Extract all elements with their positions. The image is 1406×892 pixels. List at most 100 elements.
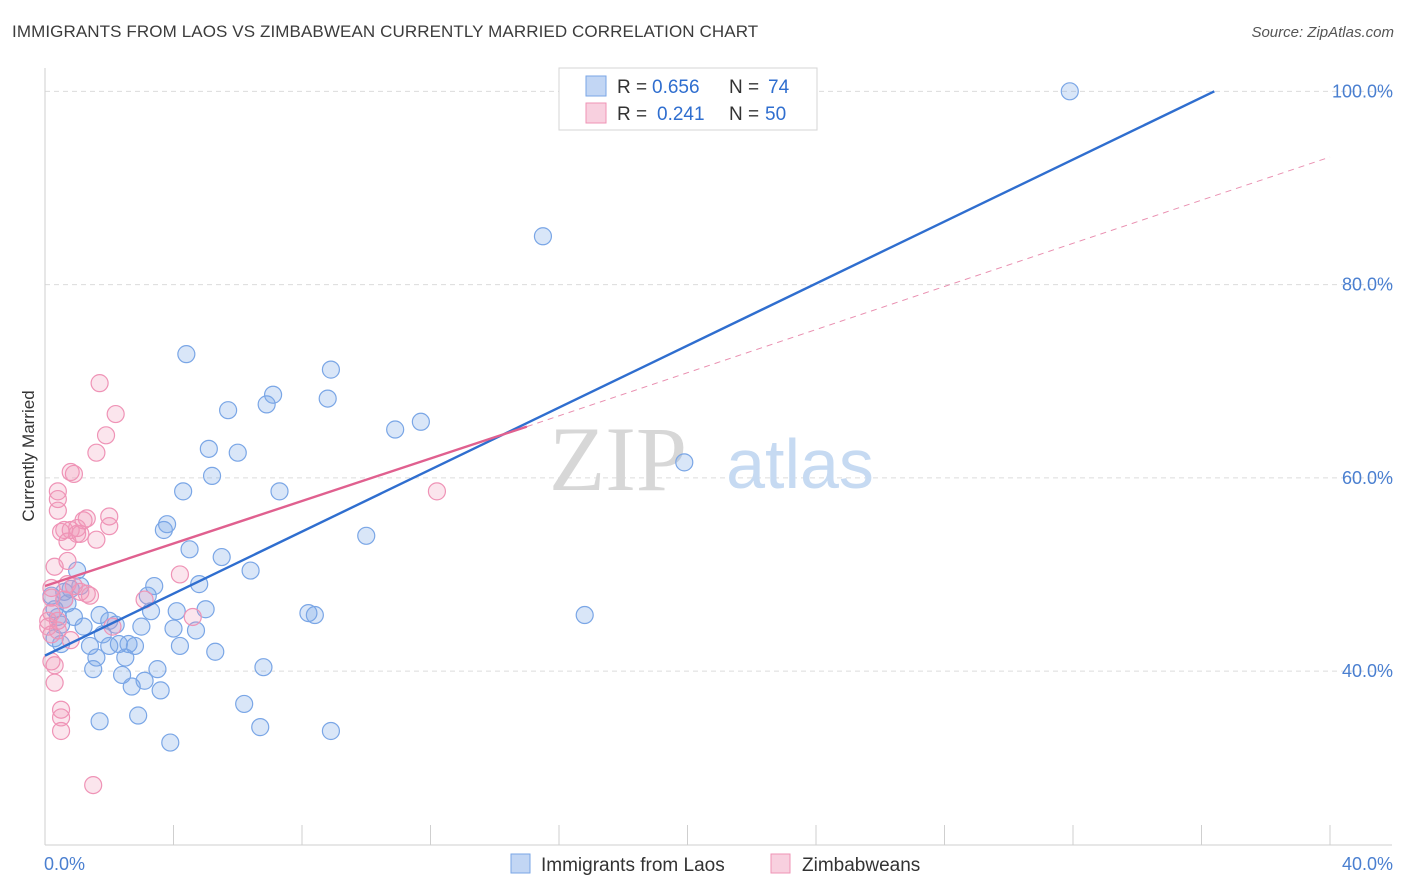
laos-point xyxy=(206,642,225,661)
zimbabwean-point xyxy=(100,517,119,536)
zimbabwean-point xyxy=(58,551,77,571)
watermark: ZIP atlas xyxy=(549,408,874,510)
legend-box xyxy=(558,67,818,131)
legend-n-label-2: N = xyxy=(729,104,759,125)
laos-point xyxy=(112,665,132,685)
legend-r-label-2: R = xyxy=(617,104,647,125)
laos-point xyxy=(219,401,238,420)
legend-r-label-1: R = xyxy=(617,77,647,98)
zimbabwean-point xyxy=(55,590,74,609)
legend-swatch-pink xyxy=(585,102,607,124)
laos-point xyxy=(180,540,199,559)
legend-r-value-2: 0.241 xyxy=(657,104,705,125)
laos-point xyxy=(321,721,341,741)
zimbabwean-point xyxy=(45,673,64,692)
zimbabwean-point xyxy=(87,530,106,549)
zimbabwean-point xyxy=(48,611,67,630)
laos-point xyxy=(186,621,206,640)
laos-point xyxy=(270,482,289,501)
laos-point xyxy=(148,660,167,679)
zimbabwean-point xyxy=(84,775,103,795)
zimbabwean-point xyxy=(48,621,67,640)
zimbabwean-trend-extension xyxy=(526,156,1331,428)
zimbabwean-point xyxy=(48,482,67,501)
laos-point xyxy=(157,515,177,534)
x-tick-label-min: 0.0% xyxy=(44,854,85,874)
laos-point xyxy=(321,360,341,379)
y-tick-label-100: 100.0% xyxy=(1332,81,1393,101)
laos-point xyxy=(119,634,138,654)
laos-point xyxy=(167,602,186,621)
laos-point xyxy=(533,227,553,246)
laos-point xyxy=(116,648,135,667)
bottom-legend-label-zimbabweans: Zimbabweans xyxy=(802,855,920,876)
laos-point xyxy=(212,547,231,567)
legend-n-label-1: N = xyxy=(729,77,759,98)
grid-lines xyxy=(45,90,1392,672)
zimbabwean-point xyxy=(106,404,125,424)
zimbabwean-point xyxy=(427,482,447,501)
bottom-legend: Immigrants from Laos Zimbabweans xyxy=(510,853,920,876)
laos-point xyxy=(87,648,106,667)
zimbabwean-point xyxy=(77,509,96,528)
zimbabwean-point xyxy=(100,507,119,526)
legend-n-value-1: 74 xyxy=(768,77,790,98)
laos-point xyxy=(174,482,193,501)
laos-point xyxy=(161,733,180,752)
zimbabwean-point xyxy=(80,586,100,605)
bottom-legend-label-laos: Immigrants from Laos xyxy=(541,855,725,876)
watermark-zip: ZIP xyxy=(549,408,687,510)
x-tick-labels: 0.0% 40.0% xyxy=(44,854,1393,874)
laos-point xyxy=(154,520,173,540)
laos-point xyxy=(132,617,151,636)
legend-swatch-blue xyxy=(585,75,607,97)
laos-point xyxy=(318,389,337,408)
laos-point xyxy=(151,681,170,700)
y-tick-label-80: 80.0% xyxy=(1342,275,1393,295)
laos-point xyxy=(125,636,145,656)
laos-point xyxy=(254,658,273,677)
data-points xyxy=(39,82,1079,795)
laos-point xyxy=(235,694,254,714)
laos-point xyxy=(386,420,405,439)
laos-point xyxy=(575,605,594,625)
laos-point xyxy=(80,636,100,656)
zimbabwean-point xyxy=(170,565,190,584)
bottom-legend-swatch-zimbabweans xyxy=(770,853,791,874)
laos-point xyxy=(228,443,247,462)
legend-n-value-2: 50 xyxy=(765,104,786,125)
laos-trend-line xyxy=(44,90,1215,657)
zimbabwean-point xyxy=(51,721,71,741)
laos-point xyxy=(90,605,109,625)
trend-lines xyxy=(44,90,1331,657)
laos-point xyxy=(202,466,222,485)
watermark-atlas: atlas xyxy=(726,425,874,503)
zimbabwean-point xyxy=(77,584,96,603)
zimbabwean-point xyxy=(48,489,67,509)
chart-title: IMMIGRANTS FROM LAOS VS ZIMBABWEAN CURRE… xyxy=(12,22,759,41)
laos-point xyxy=(129,706,148,725)
y-tick-label-60: 60.0% xyxy=(1342,468,1393,488)
laos-point xyxy=(1060,82,1079,101)
zimbabwean-point xyxy=(183,607,202,627)
laos-point xyxy=(135,671,154,690)
laos-point xyxy=(164,619,183,638)
laos-point xyxy=(74,617,93,636)
zimbabwean-point xyxy=(71,524,90,543)
legend-r-value-1: 0.656 xyxy=(652,77,700,98)
laos-point xyxy=(411,412,430,431)
axes xyxy=(44,68,1392,846)
laos-point xyxy=(177,345,196,364)
laos-point xyxy=(145,576,164,596)
zimbabwean-point xyxy=(74,511,93,530)
laos-point xyxy=(199,439,218,458)
zimbabwean-point xyxy=(64,464,84,484)
zimbabwean-point xyxy=(51,700,71,719)
laos-point xyxy=(263,385,283,404)
zimbabwean-point xyxy=(96,426,116,445)
laos-point xyxy=(357,526,376,545)
laos-point xyxy=(241,561,260,580)
laos-point xyxy=(299,603,318,623)
laos-point xyxy=(257,395,276,414)
